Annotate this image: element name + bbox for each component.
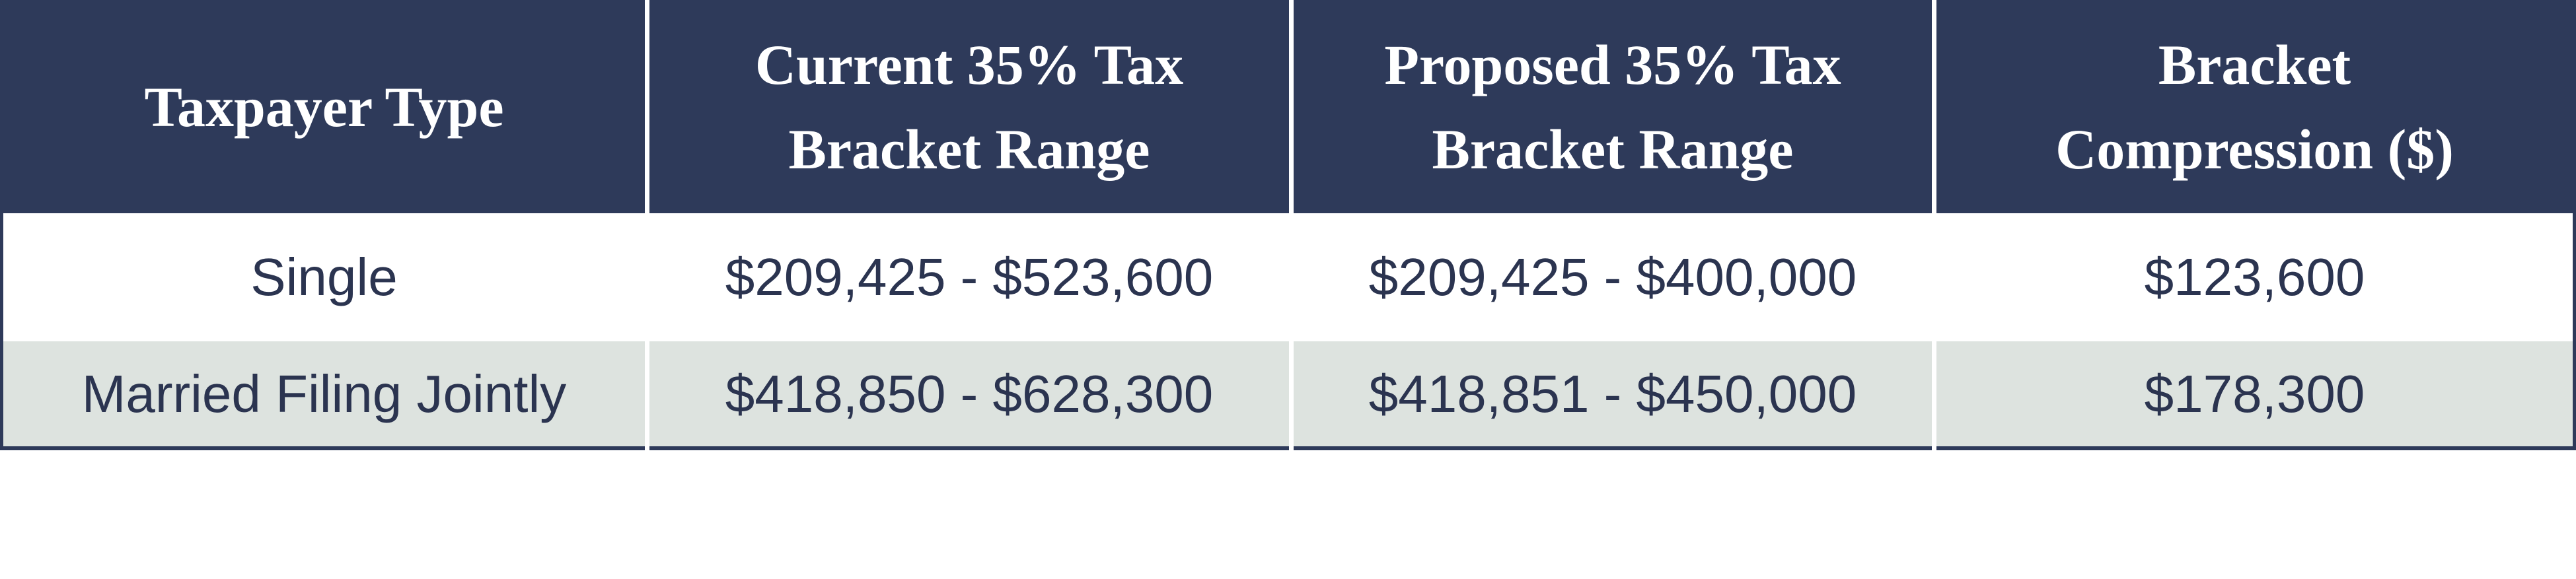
header-cell: Bracket Compression ($): [1932, 0, 2575, 213]
table-cell: $209,425 - $400,000: [1289, 213, 1934, 341]
header-cell: Current 35% Tax Bracket Range: [645, 0, 1292, 213]
table-cell: $418,850 - $628,300: [645, 341, 1292, 448]
bracket-table: Taxpayer Type Current 35% Tax Bracket Ran…: [0, 0, 2576, 450]
header-cell: Proposed 35% Tax Bracket Range: [1289, 0, 1934, 213]
table-row: Single $209,425 - $523,600 $209,425 - $400…: [1, 213, 2575, 341]
table-row: Married Filing Jointly $418,850 - $628,30…: [1, 341, 2575, 448]
table-cell: $123,600: [1932, 213, 2575, 341]
table-cell: $209,425 - $523,600: [645, 213, 1292, 341]
table-cell: $418,851 - $450,000: [1289, 341, 1934, 448]
table-cell: $178,300: [1932, 341, 2575, 448]
table-cell: Married Filing Jointly: [1, 341, 647, 448]
header-row: Taxpayer Type Current 35% Tax Bracket Ran…: [1, 0, 2575, 213]
header-cell: Taxpayer Type: [1, 0, 647, 213]
table-cell: Single: [1, 213, 647, 341]
